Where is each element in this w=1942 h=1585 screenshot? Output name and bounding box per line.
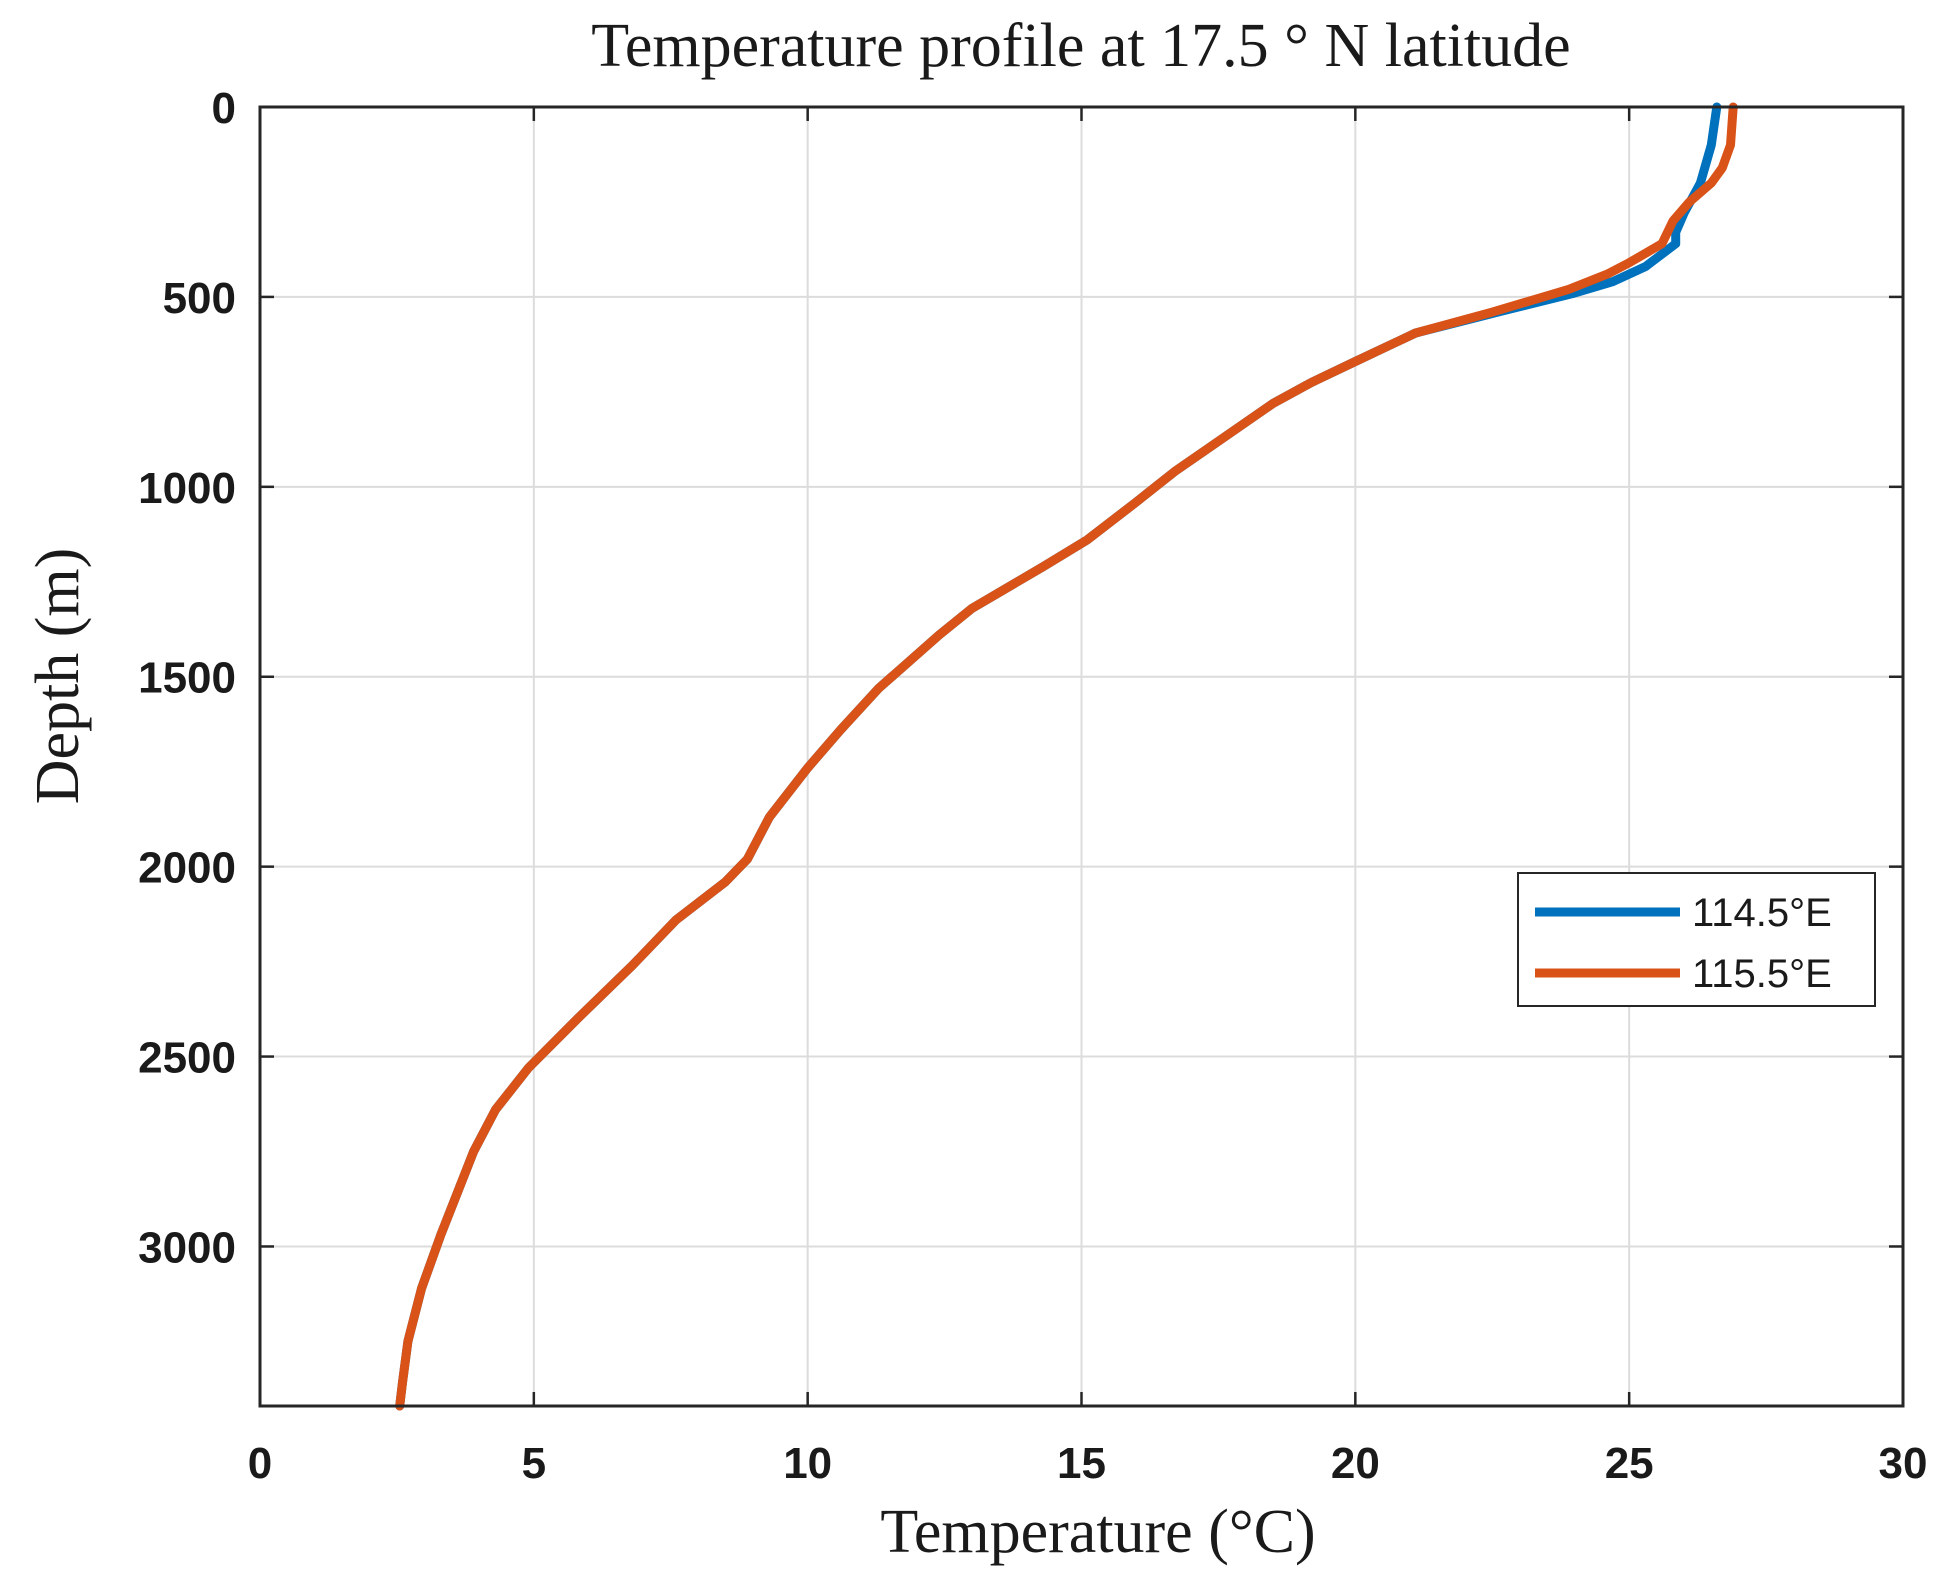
y-tick-label: 500 [163, 274, 236, 323]
axis-ticks: 0 5 10 15 20 25 30 0 500 1000 1500 2000 2500 3000 [138, 84, 1927, 1488]
chart-title: Temperature profile at 17.5 ° N latitude [591, 12, 1570, 80]
x-tick-label: 15 [1057, 1439, 1106, 1488]
legend: 114.5°E 115.5°E [1517, 872, 1876, 1007]
x-axis-label: Temperature (°C) [880, 1498, 1315, 1566]
x-tick-label: 10 [783, 1439, 832, 1488]
y-axis-label: Depth (m) [24, 548, 92, 805]
plot-series [395, 102, 1738, 1411]
y-tick-label: 2000 [138, 844, 236, 893]
x-tick-label: 20 [1331, 1439, 1380, 1488]
x-tick-label: 30 [1879, 1439, 1928, 1488]
x-tick-label: 5 [522, 1439, 546, 1488]
y-tick-label: 1500 [138, 654, 236, 703]
y-tick-label: 2500 [138, 1034, 236, 1083]
x-tick-label: 25 [1605, 1439, 1654, 1488]
legend-box [1517, 872, 1876, 1007]
y-tick-label: 0 [212, 84, 236, 133]
legend-label-115-5E: 115.5°E [1692, 952, 1832, 996]
y-tick-label: 1000 [138, 464, 236, 513]
y-tick-label: 3000 [138, 1223, 236, 1272]
grid-lines [260, 107, 1903, 1406]
x-tick-label: 0 [248, 1439, 272, 1488]
legend-label-114-5E: 114.5°E [1692, 891, 1832, 935]
series-line-115-5-E [395, 102, 1738, 1411]
